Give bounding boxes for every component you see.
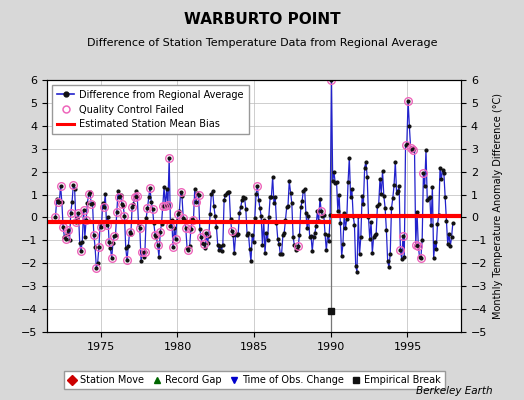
Y-axis label: Monthly Temperature Anomaly Difference (°C): Monthly Temperature Anomaly Difference (… bbox=[493, 93, 503, 319]
Legend: Station Move, Record Gap, Time of Obs. Change, Empirical Break: Station Move, Record Gap, Time of Obs. C… bbox=[64, 371, 444, 389]
Text: Berkeley Earth: Berkeley Earth bbox=[416, 386, 493, 396]
Text: WARBURTO POINT: WARBURTO POINT bbox=[184, 12, 340, 27]
Text: Difference of Station Temperature Data from Regional Average: Difference of Station Temperature Data f… bbox=[87, 38, 437, 48]
